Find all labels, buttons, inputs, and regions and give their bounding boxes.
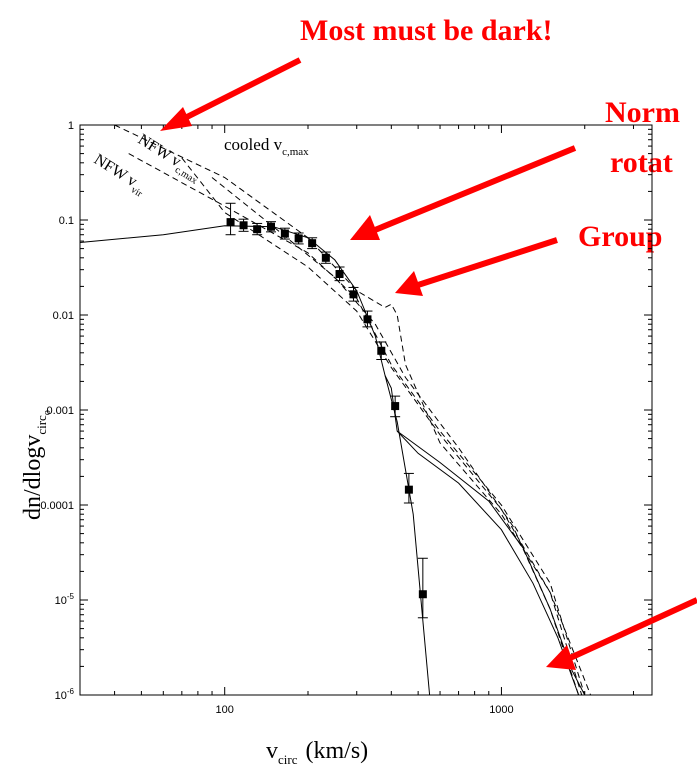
data-point [349, 290, 358, 299]
dashed-curve-6 [181, 157, 583, 696]
annotation-top: Most must be dark! [300, 14, 553, 47]
y-tick-label-base: 10 [55, 595, 67, 607]
arrow-normal-rot [373, 145, 577, 233]
arrow-clusters [568, 597, 697, 661]
data-point [391, 402, 400, 411]
data-point [253, 225, 262, 234]
data-point [321, 253, 330, 262]
y-tick-label-base: 0.0001 [40, 500, 74, 512]
dashed-curve-4 [114, 124, 592, 696]
solid-curve-3 [396, 430, 586, 696]
solid-curve-2 [384, 375, 580, 696]
data-point [267, 222, 276, 231]
dashed-curve-7 [211, 177, 580, 696]
y-tick-label: 10-5 [55, 592, 75, 607]
data-point [226, 218, 235, 227]
arrow-groups-head [395, 271, 423, 296]
x-tick-label: 1000 [489, 704, 513, 716]
data-point [280, 229, 289, 238]
y-tick-label-base: 1 [68, 120, 74, 132]
x-tick-label: 100 [216, 704, 234, 716]
y-tick-label: 10-6 [55, 687, 75, 702]
y-tick-label: 0.01 [53, 310, 74, 322]
data-point [239, 221, 248, 230]
y-tick-label: 0.0001 [40, 500, 74, 512]
y-tick-label-base: 0.01 [53, 310, 74, 322]
data-point [308, 239, 317, 248]
y-tick-label-exp: -6 [67, 687, 75, 696]
arrow-groups [417, 237, 558, 288]
annotation-right1-line2: rotat [610, 146, 673, 179]
data-point [418, 590, 427, 599]
annotation-right1-line1: Norm [605, 96, 680, 129]
y-tick-label: 1 [68, 120, 74, 132]
y-tick-label-base: 0.1 [59, 215, 74, 227]
curve-label-cooled: cooled vc,max [224, 135, 309, 158]
data-point [404, 485, 413, 494]
arrow-most-dark-head [160, 107, 192, 131]
data-point [294, 234, 303, 243]
y-axis-label: dn/dlogvcirco [20, 410, 53, 520]
y-tick-label: 0.1 [59, 215, 74, 227]
curve-label-nfw-vcmax: NFW vc,max [133, 131, 205, 187]
arrow-most-dark [173, 57, 302, 126]
y-tick-label-exp: -5 [67, 592, 75, 601]
data-point [363, 315, 372, 324]
curve-label-nfw-vvir: NFW vvir [89, 151, 150, 200]
plot-frame [79, 124, 653, 696]
chart-points [225, 202, 428, 619]
y-tick-label-base: 10 [55, 690, 67, 702]
annotation-arrows [160, 57, 697, 670]
dashed-curve-5 [128, 153, 586, 696]
arrow-normal-rot-head [350, 215, 380, 240]
solid-curve-1 [79, 225, 431, 696]
x-axis-label: vcirc (km/s) [266, 738, 368, 767]
data-point [377, 346, 386, 355]
annotation-right2: Group [578, 220, 662, 253]
data-point [335, 270, 344, 279]
y-tick-label-base: 0.001 [46, 405, 74, 417]
y-tick-label: 0.001 [46, 405, 74, 417]
chart-curves [79, 124, 592, 696]
arrow-clusters-head [546, 645, 576, 670]
